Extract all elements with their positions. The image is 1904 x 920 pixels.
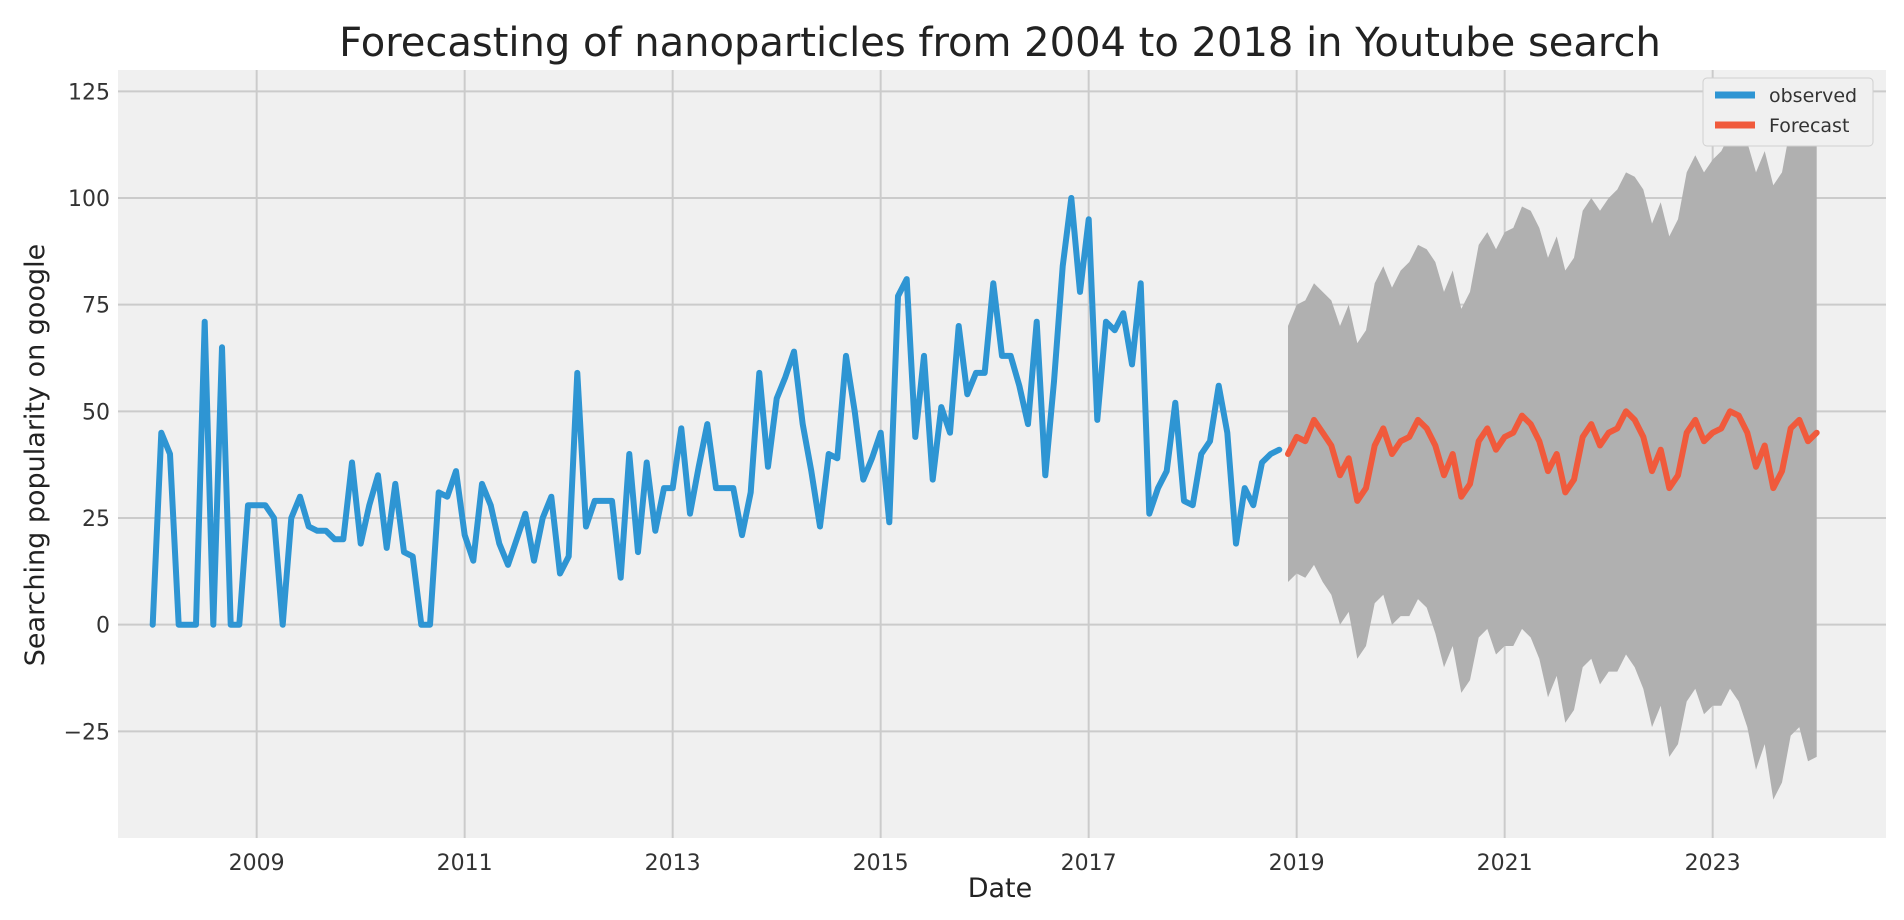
x-tick-label: 2017	[1061, 851, 1117, 876]
x-tick-label: 2023	[1685, 851, 1741, 876]
y-tick-label: −25	[64, 720, 110, 745]
x-tick-label: 2011	[437, 851, 493, 876]
y-tick-label: 75	[82, 294, 110, 319]
y-tick-labels: 125 100 75 50 25 0 −25	[64, 80, 110, 745]
x-tick-label: 2013	[645, 851, 701, 876]
legend-label-observed: observed	[1769, 85, 1857, 107]
x-tick-labels: 2009 2011 2013 2015 2017 2019 2021 2023	[229, 851, 1741, 876]
y-tick-label: 25	[82, 507, 110, 532]
series-line-observed	[149, 195, 1283, 628]
legend-label-forecast: Forecast	[1769, 115, 1849, 137]
y-tick-label: 50	[82, 400, 110, 425]
x-tick-label: 2015	[853, 851, 909, 876]
chart-title: Forecasting of nanoparticles from 2004 t…	[339, 20, 1661, 66]
x-tick-label: 2009	[229, 851, 285, 876]
y-tick-label: 100	[68, 187, 110, 212]
y-axis-label: Searching popularity on google	[20, 244, 51, 666]
series-line-forecast	[1285, 408, 1820, 504]
confidence-band-area	[1288, 108, 1817, 800]
confidence-band	[1288, 108, 1817, 800]
y-tick-label: 125	[68, 80, 110, 105]
legend: observed Forecast	[1702, 77, 1874, 147]
x-tick-label: 2021	[1477, 851, 1533, 876]
x-tick-label: 2019	[1269, 851, 1325, 876]
y-tick-label: 0	[96, 614, 110, 639]
series-lines	[149, 195, 1820, 628]
x-axis-label: Date	[968, 873, 1033, 904]
